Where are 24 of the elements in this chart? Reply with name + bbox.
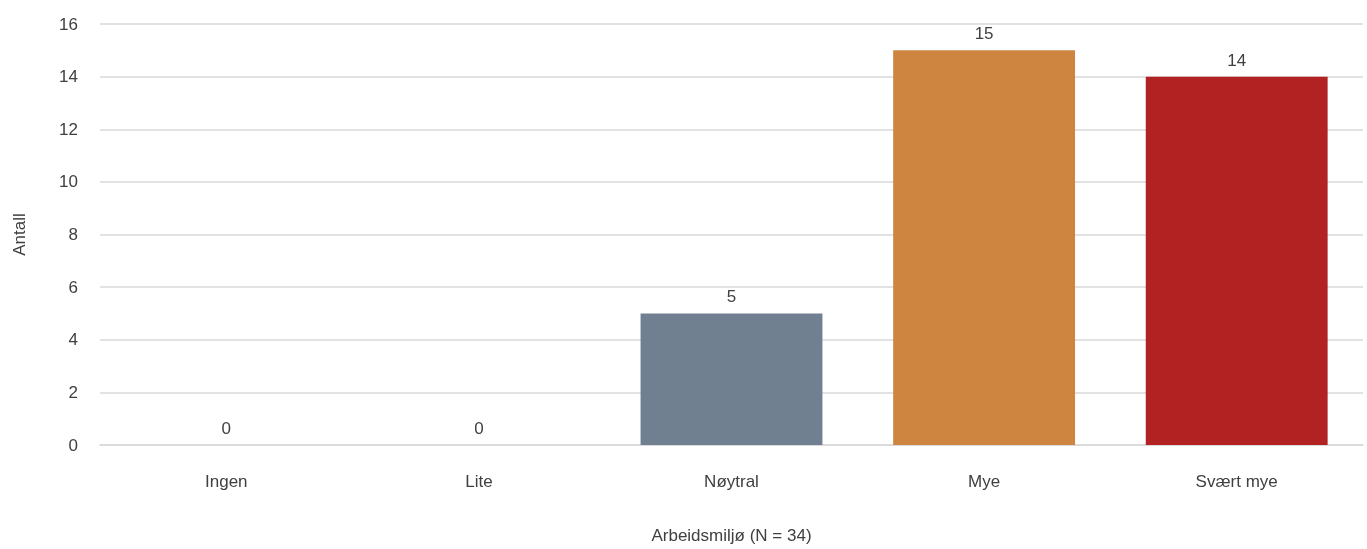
x-tick-label: Svært mye — [1195, 472, 1278, 491]
x-tick-label: Lite — [465, 472, 493, 491]
data-label: 0 — [474, 419, 484, 438]
y-tick-label: 4 — [68, 330, 78, 350]
y-tick-label: 12 — [59, 119, 78, 139]
y-tick-label: 8 — [68, 225, 78, 244]
data-label: 0 — [221, 419, 232, 438]
bar — [640, 313, 823, 445]
bar — [1145, 76, 1328, 445]
x-tick-label: Nøytral — [704, 472, 759, 491]
y-tick-label: 6 — [68, 277, 78, 297]
y-tick-label: 16 — [59, 14, 78, 34]
data-label: 14 — [1227, 50, 1247, 70]
data-label: 5 — [726, 287, 737, 307]
y-axis-title: Antall — [10, 213, 29, 256]
data-label: 15 — [974, 24, 994, 44]
y-tick-label: 14 — [59, 67, 78, 87]
bar — [893, 50, 1076, 445]
y-tick-label: 10 — [59, 172, 78, 192]
x-tick-label: Ingen — [205, 472, 248, 491]
y-tick-label: 0 — [68, 435, 78, 455]
x-tick-label: Mye — [968, 472, 1001, 491]
y-tick-label: 2 — [68, 382, 78, 402]
x-axis-title: Arbeidsmiljø (N = 34) — [651, 526, 812, 545]
